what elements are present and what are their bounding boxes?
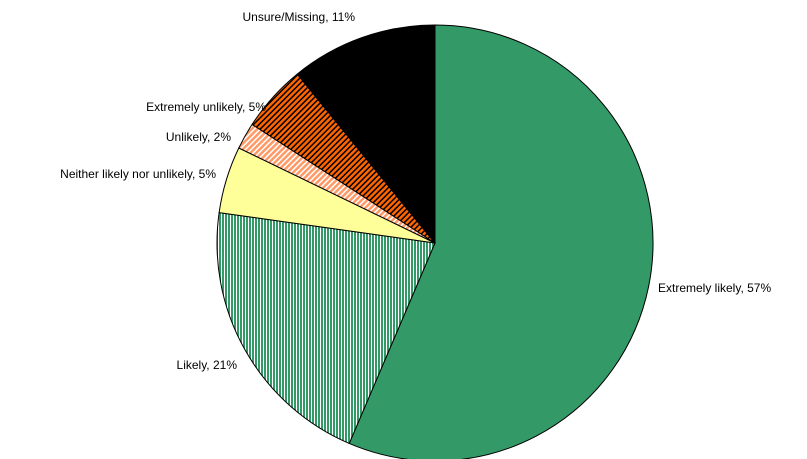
pie-slice (216, 212, 436, 445)
slice-label: Neither likely nor unlikely, 5% (60, 167, 216, 181)
slice-label: Likely, 21% (177, 358, 238, 372)
pie (216, 24, 654, 459)
slice-label: Unlikely, 2% (166, 130, 231, 144)
slice-label: Extremely unlikely, 5% (146, 100, 266, 114)
slice-label: Unsure/Missing, 11% (243, 10, 356, 24)
pie-slice (348, 24, 654, 459)
pie-slice (296, 24, 436, 245)
slice-label: Extremely likely, 57% (658, 281, 771, 295)
